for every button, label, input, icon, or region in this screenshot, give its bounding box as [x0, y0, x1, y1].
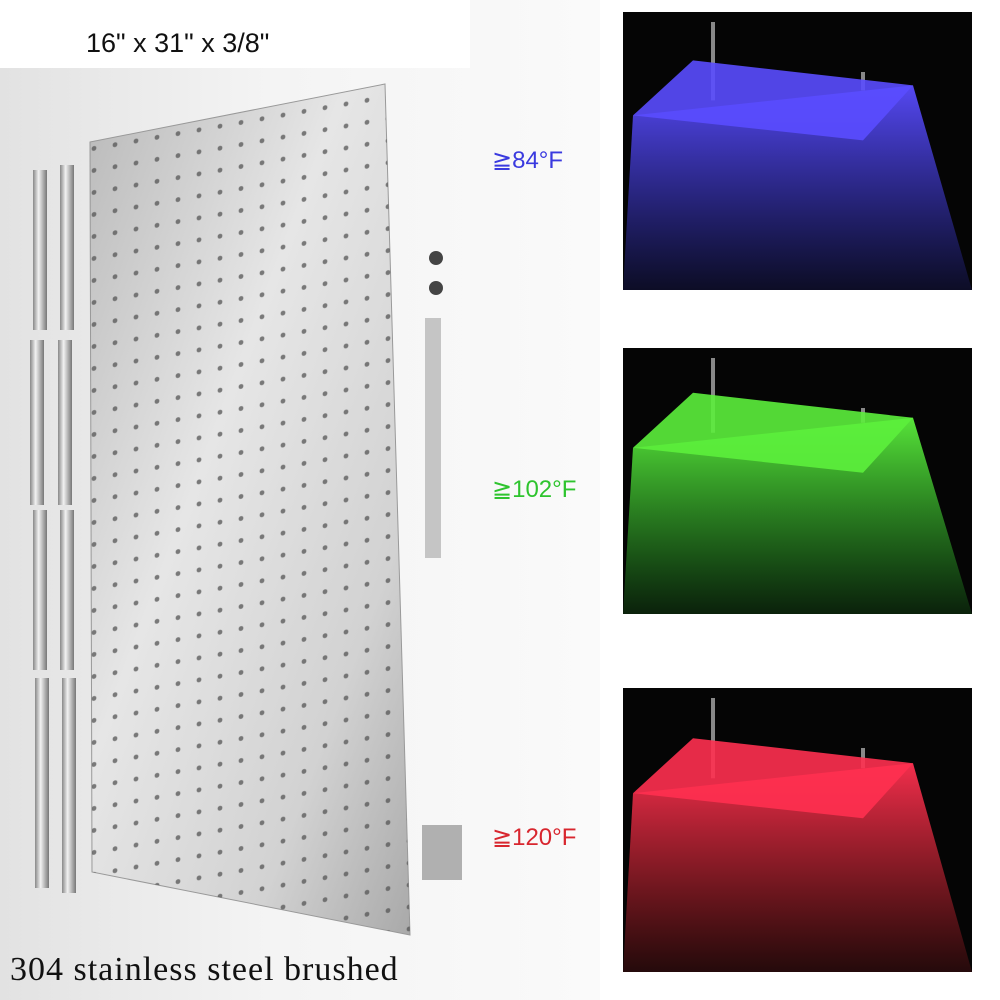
dimensions: 16" x 31" x 3/8" [86, 28, 269, 58]
pipe [60, 510, 74, 670]
shower-head [633, 738, 913, 819]
nozzle-grid [90, 84, 410, 935]
temperature-label: ≧102°F [492, 476, 576, 503]
temperature-label: ≧120°F [492, 824, 576, 851]
fittings [422, 825, 462, 880]
temperature-label: ≧84°F [492, 147, 563, 174]
pipe [35, 678, 49, 888]
rain [623, 417, 972, 614]
nozzle-strip [425, 318, 441, 558]
pipe [33, 510, 47, 670]
pipe [33, 170, 47, 330]
pipe [62, 678, 76, 893]
nozzle [429, 281, 443, 295]
shower-head [633, 392, 913, 473]
pipe [30, 340, 44, 505]
shower-head [633, 60, 913, 141]
pipes [30, 165, 76, 893]
led-panels: ≧84°F ≧102°F ≧120°F [492, 12, 972, 972]
nozzle [429, 251, 443, 265]
header-strip [0, 0, 470, 68]
rain [623, 763, 972, 972]
pipe [60, 165, 74, 330]
caption: 304 stainless steel brushed [10, 951, 399, 988]
side-nozzles [422, 251, 462, 880]
rain [623, 85, 972, 291]
pipe [58, 340, 72, 505]
